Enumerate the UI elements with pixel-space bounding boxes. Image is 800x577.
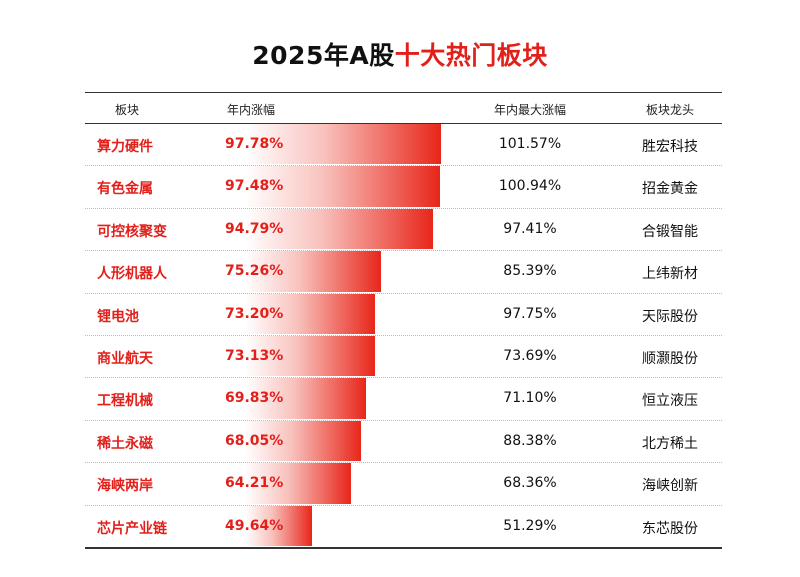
ytd-value: 97.78% bbox=[225, 136, 284, 152]
leader-stock: 上纬新材 bbox=[642, 266, 698, 283]
title-highlight: 十大热门板块 bbox=[394, 41, 548, 70]
sector-name: 锂电池 bbox=[97, 308, 139, 325]
ytd-value: 68.05% bbox=[225, 432, 284, 449]
ytd-value: 94.79% bbox=[225, 220, 284, 237]
table-row: 工程机械 69.83% 71.10% 恒立液压 bbox=[85, 378, 722, 421]
sector-name: 商业航天 bbox=[97, 350, 153, 367]
leader-stock: 天际股份 bbox=[642, 308, 698, 325]
page-title: 2025年A股十大热门板块 bbox=[0, 36, 800, 72]
header-ytd: 年内涨幅 bbox=[227, 103, 276, 117]
table-row: 商业航天 73.13% 73.69% 顺灏股份 bbox=[85, 335, 722, 379]
table-header: 板块 年内涨幅 年内最大涨幅 板块龙头 bbox=[85, 92, 722, 124]
ytd-bar bbox=[245, 335, 375, 377]
ytd-value: 69.83% bbox=[225, 390, 284, 407]
max-value: 88.38% bbox=[503, 432, 557, 449]
ytd-value: 49.64% bbox=[225, 517, 284, 534]
table-row: 芯片产业链 49.64% 51.29% 东芯股份 bbox=[85, 505, 722, 549]
sector-name: 有色金属 bbox=[97, 181, 153, 198]
max-value: 68.36% bbox=[503, 475, 557, 492]
ytd-value: 73.13% bbox=[225, 347, 284, 364]
header-max: 年内最大涨幅 bbox=[493, 103, 566, 117]
leader-stock: 顺灏股份 bbox=[642, 350, 698, 367]
ytd-bar bbox=[245, 124, 442, 165]
ytd-bar bbox=[245, 166, 441, 207]
leader-stock: 北方稀土 bbox=[642, 435, 698, 452]
max-value: 100.94% bbox=[498, 178, 562, 195]
sector-name: 工程机械 bbox=[97, 393, 153, 410]
max-value: 73.69% bbox=[503, 347, 557, 364]
ytd-value: 64.21% bbox=[225, 475, 284, 492]
sector-name: 可控核聚变 bbox=[97, 223, 167, 240]
ytd-bar bbox=[245, 463, 352, 504]
max-value: 51.29% bbox=[503, 517, 557, 534]
leader-stock: 海峡创新 bbox=[642, 478, 698, 495]
sector-name: 人形机器人 bbox=[97, 266, 167, 283]
max-value: 85.39% bbox=[503, 263, 557, 280]
table-row: 海峡两岸 64.21% 68.36% 海峡创新 bbox=[85, 463, 722, 506]
sector-name: 稀土永磁 bbox=[97, 435, 153, 452]
ytd-bar bbox=[245, 505, 313, 546]
ytd-bar bbox=[245, 420, 362, 462]
header-sector: 板块 bbox=[115, 103, 140, 117]
max-value: 101.57% bbox=[498, 136, 562, 152]
max-value: 97.41% bbox=[503, 220, 557, 237]
table-row: 人形机器人 75.26% 85.39% 上纬新材 bbox=[85, 251, 722, 294]
title-prefix: 2025年A股 bbox=[252, 41, 395, 70]
leader-stock: 东芯股份 bbox=[642, 520, 698, 537]
ytd-bar bbox=[245, 378, 367, 419]
ytd-value: 97.48% bbox=[225, 178, 284, 195]
sector-name: 海峡两岸 bbox=[97, 478, 153, 495]
sector-name: 芯片产业链 bbox=[97, 520, 167, 537]
leader-stock: 恒立液压 bbox=[642, 393, 698, 410]
table-row: 锂电池 73.20% 97.75% 天际股份 bbox=[85, 293, 722, 336]
ytd-value: 73.20% bbox=[225, 305, 284, 322]
leader-stock: 招金黄金 bbox=[642, 181, 698, 198]
leader-stock: 胜宏科技 bbox=[642, 139, 698, 155]
ytd-bar bbox=[245, 293, 376, 334]
max-value: 97.75% bbox=[503, 305, 557, 322]
max-value: 71.10% bbox=[503, 390, 557, 407]
leader-stock: 合锻智能 bbox=[642, 223, 698, 240]
table-row: 算力硬件 97.78% 101.57% 胜宏科技 bbox=[85, 124, 722, 167]
header-leader: 板块龙头 bbox=[645, 103, 694, 117]
table-row: 有色金属 97.48% 100.94% 招金黄金 bbox=[85, 166, 722, 209]
ytd-bar bbox=[245, 208, 434, 250]
ytd-bar bbox=[245, 251, 381, 292]
table-row: 可控核聚变 94.79% 97.41% 合锻智能 bbox=[85, 208, 722, 252]
ytd-value: 75.26% bbox=[225, 263, 284, 280]
table-row: 稀土永磁 68.05% 88.38% 北方稀土 bbox=[85, 420, 722, 464]
sector-table: 板块 年内涨幅 年内最大涨幅 板块龙头 算力硬件 97.78% 101.57% … bbox=[85, 92, 722, 549]
sector-name: 算力硬件 bbox=[97, 139, 153, 155]
